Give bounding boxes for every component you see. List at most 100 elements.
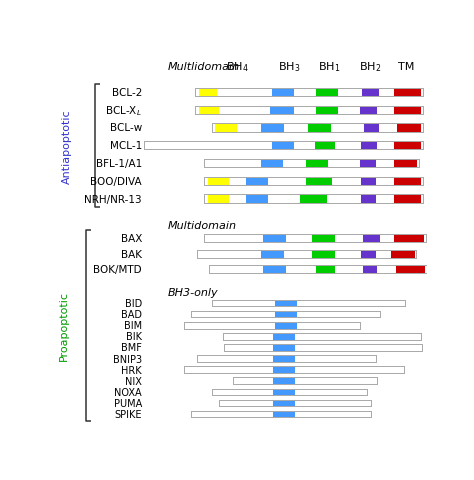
Text: BIM: BIM <box>124 321 142 331</box>
Bar <box>364 266 377 274</box>
Text: BH$_3$: BH$_3$ <box>278 60 300 74</box>
Bar <box>184 322 360 329</box>
Bar <box>273 345 295 351</box>
Bar <box>215 124 237 132</box>
Bar <box>209 266 428 274</box>
Bar <box>233 378 377 384</box>
Bar <box>144 142 423 150</box>
Bar <box>393 89 421 97</box>
Text: TM: TM <box>398 62 415 72</box>
Bar <box>275 322 297 329</box>
Text: BAK: BAK <box>121 249 142 259</box>
Bar <box>184 322 360 329</box>
Bar <box>393 142 421 150</box>
Bar <box>275 300 297 307</box>
Bar <box>197 250 416 258</box>
Bar <box>273 356 295 362</box>
Bar <box>360 107 377 115</box>
Bar <box>197 356 376 362</box>
Bar <box>362 89 379 97</box>
Bar <box>312 235 335 243</box>
Bar <box>224 345 422 351</box>
Text: PUMA: PUMA <box>114 398 142 408</box>
Bar <box>199 89 217 97</box>
Bar <box>246 195 268 203</box>
Bar <box>364 124 379 132</box>
Bar <box>272 89 294 97</box>
Text: BOO/DIVA: BOO/DIVA <box>90 177 142 186</box>
Bar <box>246 177 268 185</box>
Bar <box>316 107 338 115</box>
Bar <box>195 89 423 97</box>
Bar <box>361 195 376 203</box>
Bar <box>393 177 421 185</box>
Text: NOXA: NOXA <box>114 387 142 397</box>
Bar <box>261 250 284 258</box>
Text: Multlidomain: Multlidomain <box>168 62 240 72</box>
Bar <box>397 124 421 132</box>
Bar <box>199 107 219 115</box>
Bar <box>396 266 425 274</box>
Bar <box>308 124 331 132</box>
Bar <box>263 266 286 274</box>
Bar <box>316 266 336 274</box>
Bar <box>316 89 338 97</box>
Bar <box>208 177 229 185</box>
Bar <box>391 250 415 258</box>
Bar <box>306 160 328 168</box>
Bar <box>204 177 423 185</box>
Bar <box>212 124 423 132</box>
Bar <box>212 300 404 307</box>
Bar <box>360 160 376 168</box>
Bar <box>393 160 418 168</box>
Bar <box>195 89 423 97</box>
Bar <box>204 195 423 203</box>
Bar <box>393 195 421 203</box>
Bar <box>144 142 423 150</box>
Bar <box>204 235 426 243</box>
Bar <box>204 195 423 203</box>
Text: BOK/MTD: BOK/MTD <box>93 265 142 275</box>
Bar <box>204 235 426 243</box>
Bar <box>212 300 404 307</box>
Bar <box>393 107 421 115</box>
Text: BMF: BMF <box>121 343 142 353</box>
Text: BH3-only: BH3-only <box>168 288 218 297</box>
Bar <box>315 142 336 150</box>
Bar <box>273 378 295 384</box>
Text: BIK: BIK <box>126 332 142 342</box>
Bar <box>197 356 376 362</box>
Bar <box>272 142 293 150</box>
Text: NRH/NR-13: NRH/NR-13 <box>84 194 142 204</box>
Bar <box>300 195 328 203</box>
Bar <box>184 367 404 373</box>
Bar <box>394 235 424 243</box>
Text: BNIP3: BNIP3 <box>113 354 142 364</box>
Text: BH$_1$: BH$_1$ <box>318 60 340 74</box>
Bar <box>204 160 419 168</box>
Bar <box>364 235 380 243</box>
Bar <box>195 107 423 115</box>
Bar <box>273 411 295 418</box>
Bar <box>191 311 380 318</box>
Text: BH$_2$: BH$_2$ <box>358 60 381 74</box>
Bar <box>312 250 335 258</box>
Bar <box>361 250 376 258</box>
Bar <box>306 177 332 185</box>
Bar <box>212 124 423 132</box>
Text: BID: BID <box>125 299 142 308</box>
Bar <box>223 333 421 340</box>
Bar <box>191 311 380 318</box>
Text: Antiapoptotic: Antiapoptotic <box>62 108 72 183</box>
Bar <box>219 400 371 407</box>
Bar <box>223 333 421 340</box>
Text: HRK: HRK <box>121 365 142 375</box>
Bar <box>361 142 377 150</box>
Bar <box>197 250 416 258</box>
Bar <box>273 333 295 340</box>
Bar <box>209 266 428 274</box>
Text: Proapoptotic: Proapoptotic <box>59 291 69 360</box>
Text: Multidomain: Multidomain <box>168 221 237 231</box>
Bar <box>184 367 404 373</box>
Bar <box>204 177 423 185</box>
